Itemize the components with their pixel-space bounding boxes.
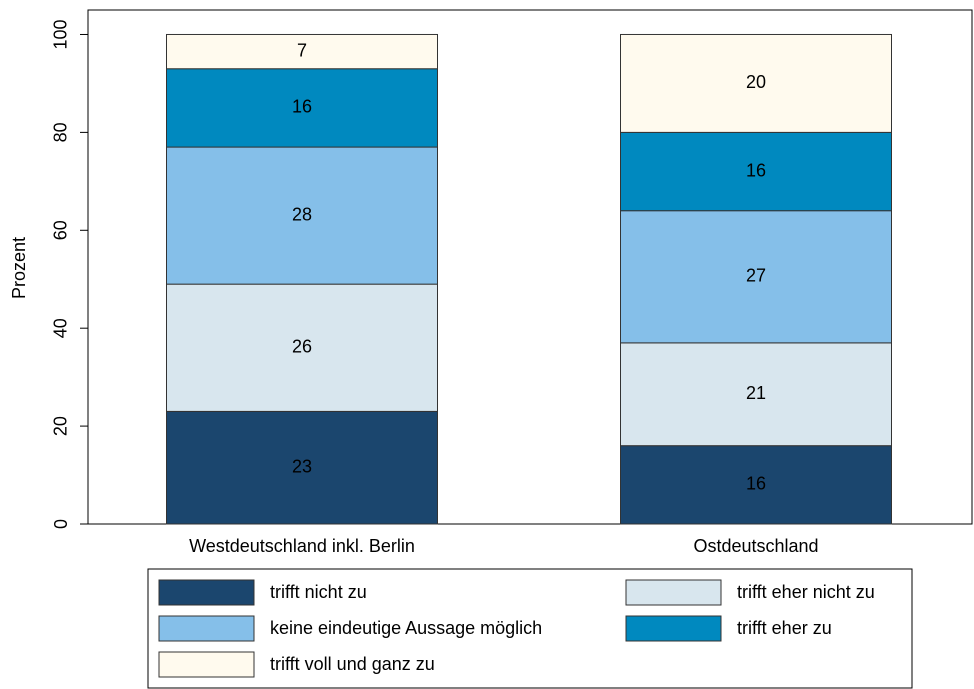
data-label: 16	[292, 97, 312, 117]
legend-swatch	[158, 615, 255, 642]
bar-segment	[166, 410, 438, 525]
data-label: 26	[292, 337, 312, 357]
legend-swatch	[625, 615, 722, 642]
legend-label: trifft eher nicht zu	[737, 582, 875, 602]
y-tick-label: 0	[51, 519, 71, 529]
legend-label: trifft eher zu	[737, 618, 832, 638]
data-label: 7	[297, 40, 307, 60]
data-label: 21	[746, 383, 766, 403]
bar-segment	[620, 33, 892, 133]
x-tick-label: Ostdeutschland	[693, 536, 818, 556]
x-tick-label: Westdeutschland inkl. Berlin	[189, 536, 415, 556]
legend-label: trifft nicht zu	[270, 582, 367, 602]
data-label: 16	[746, 160, 766, 180]
legend-label: trifft voll und ganz zu	[270, 654, 435, 674]
legend-box	[147, 568, 913, 689]
legend-label: keine eindeutige Aussage möglich	[270, 618, 542, 638]
data-label: 16	[746, 474, 766, 494]
bar-segment	[620, 131, 892, 212]
legend-swatch	[625, 579, 722, 606]
y-tick-label: 80	[51, 122, 71, 142]
plot-frame	[87, 9, 973, 525]
y-tick-label: 20	[51, 416, 71, 436]
bar-segment	[166, 146, 438, 285]
bar-segment	[166, 33, 438, 70]
data-label: 23	[292, 456, 312, 476]
y-tick-label: 60	[51, 220, 71, 240]
legend-swatch	[158, 651, 255, 678]
data-label: 28	[292, 204, 312, 224]
bar-segment	[620, 445, 892, 525]
data-label: 20	[746, 72, 766, 92]
y-tick-label: 40	[51, 318, 71, 338]
data-label: 27	[746, 266, 766, 286]
bar-segment	[166, 283, 438, 412]
bar-segment	[166, 68, 438, 148]
y-axis-label: Prozent	[9, 237, 29, 299]
y-tick-label: 100	[51, 19, 71, 49]
legend-swatch	[158, 579, 255, 606]
bar-segment	[620, 342, 892, 447]
bar-segment	[620, 210, 892, 344]
